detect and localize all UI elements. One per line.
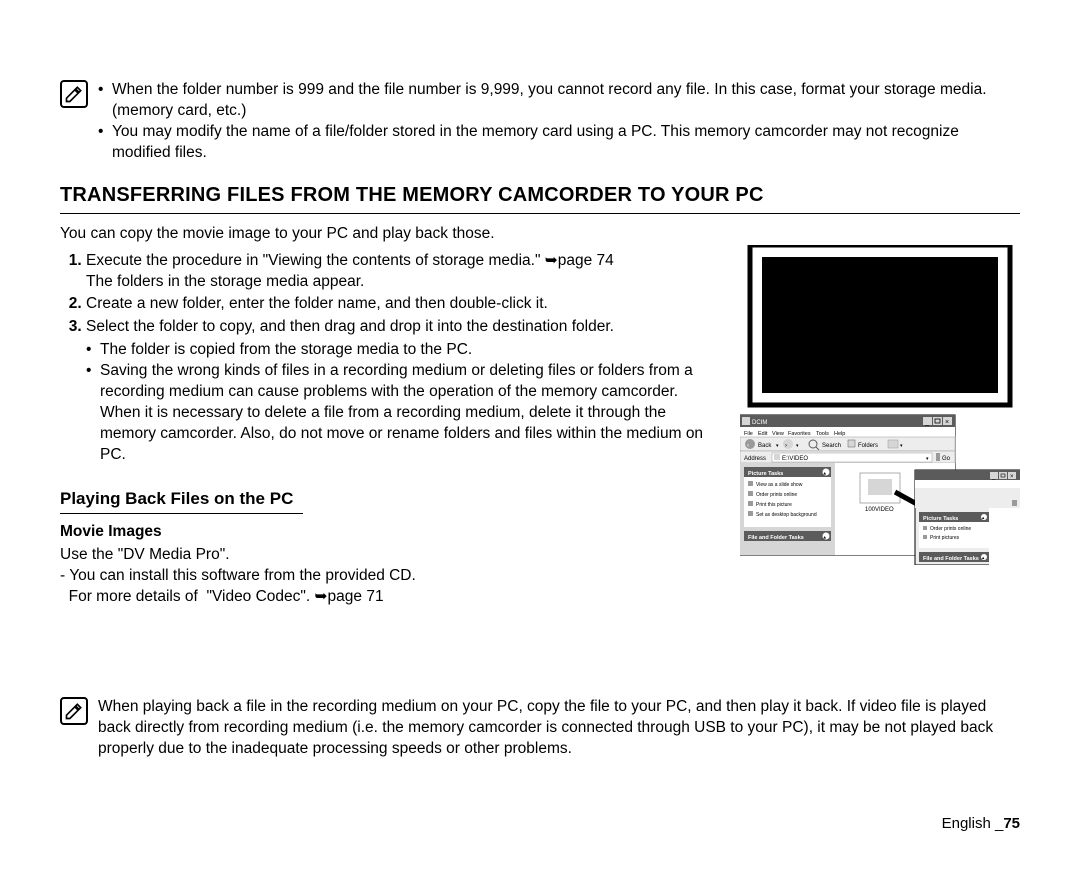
picture-tasks-header-2: Picture Tasks [923, 516, 958, 522]
pt-item: Order prints online [930, 526, 971, 532]
step-2: Create a new folder, enter the folder na… [86, 294, 720, 315]
steps-list: Execute the procedure in "Viewing the co… [60, 251, 720, 466]
movie-line-1: Use the "DV Media Pro". [60, 545, 720, 566]
address-value: E:\VIDEO [782, 456, 808, 462]
step-1-text-b: The folders in the storage media appear. [86, 273, 364, 290]
toolbar-back: Back [758, 443, 772, 449]
step-3-sub-item: The folder is copied from the storage me… [86, 340, 720, 361]
svg-text:×: × [1010, 474, 1014, 480]
screenshot-illustration: DCIM _ × File Edit View Favorites Tools … [740, 245, 1020, 565]
note-block-bottom: When playing back a file in the recordin… [60, 697, 1020, 760]
page-ref: ➥page 71 [315, 587, 384, 608]
svg-text:›: › [785, 443, 787, 449]
menu-file: File [744, 431, 753, 437]
explorer-window-2: _ × Picture Tasks ▴ Order prints online … [915, 470, 1020, 565]
movie-line-3: For more details of "Video Codec". ➥page… [60, 587, 720, 608]
pt-item: Order prints online [756, 492, 797, 498]
thumbnail-label: 100VIDEO [865, 507, 894, 513]
page-ref: ➥page 74 [545, 251, 614, 272]
menu-help: Help [834, 431, 845, 437]
pt-item: Set as desktop background [756, 512, 817, 518]
file-folder-tasks-header: File and Folder Tasks [748, 535, 804, 541]
illustration-column: DCIM _ × File Edit View Favorites Tools … [740, 245, 1020, 608]
pencil-note-icon [64, 701, 84, 721]
toolbar-search: Search [822, 443, 841, 449]
intro-text: You can copy the movie image to your PC … [60, 224, 1020, 245]
note-icon [60, 80, 88, 108]
step-1: Execute the procedure in "Viewing the co… [86, 251, 720, 293]
note-bottom-text: When playing back a file in the recordin… [98, 697, 1020, 760]
go-button: Go [942, 456, 951, 462]
svg-text:_: _ [924, 419, 929, 426]
instructions-column: Execute the procedure in "Viewing the co… [60, 245, 720, 608]
note-top-item: When the folder number is 999 and the fi… [98, 80, 1020, 122]
picture-tasks-header: Picture Tasks [748, 471, 783, 477]
menu-edit: Edit [758, 431, 768, 437]
movie-line-3a: For more details of "Video Codec". [60, 588, 315, 605]
step-3-sublist: The folder is copied from the storage me… [86, 340, 720, 466]
address-label: Address [744, 456, 766, 462]
window-title: DCIM [752, 420, 767, 426]
step-3-text: Select the folder to copy, and then drag… [86, 318, 614, 335]
step-3-sub-item: Saving the wrong kinds of files in a rec… [86, 361, 720, 466]
menu-tools: Tools [816, 431, 829, 437]
step-1-text-a: Execute the procedure in "Viewing the co… [86, 252, 545, 269]
svg-text:_: _ [991, 474, 996, 480]
note-icon [60, 697, 88, 725]
svg-text:‹: ‹ [747, 443, 749, 449]
movie-line-2: - You can install this software from the… [60, 566, 720, 587]
note-block-top: When the folder number is 999 and the fi… [60, 80, 1020, 164]
step-3: Select the folder to copy, and then drag… [86, 317, 720, 465]
movie-images-heading: Movie Images [60, 522, 720, 543]
menu-view: View [772, 431, 784, 437]
menu-favorites: Favorites [788, 431, 811, 437]
note-top-text: When the folder number is 999 and the fi… [98, 80, 1020, 164]
file-folder-tasks-header-2: File and Folder Tasks [923, 556, 979, 562]
pencil-note-icon [64, 84, 84, 104]
svg-text:×: × [945, 419, 949, 426]
section-heading: TRANSFERRING FILES FROM THE MEMORY CAMCO… [60, 182, 1020, 214]
page-number: 75 [1003, 815, 1020, 832]
footer-label: English _ [942, 815, 1004, 832]
pt-item: Print this picture [756, 502, 792, 508]
monitor-screen [762, 257, 998, 393]
toolbar-folders: Folders [858, 443, 878, 449]
page-footer: English _75 [942, 814, 1020, 834]
note-top-item: You may modify the name of a file/folder… [98, 122, 1020, 164]
pt-item: Print pictures [930, 535, 960, 541]
pt-item: View as a slide show [756, 482, 803, 488]
playback-heading: Playing Back Files on the PC [60, 488, 303, 514]
